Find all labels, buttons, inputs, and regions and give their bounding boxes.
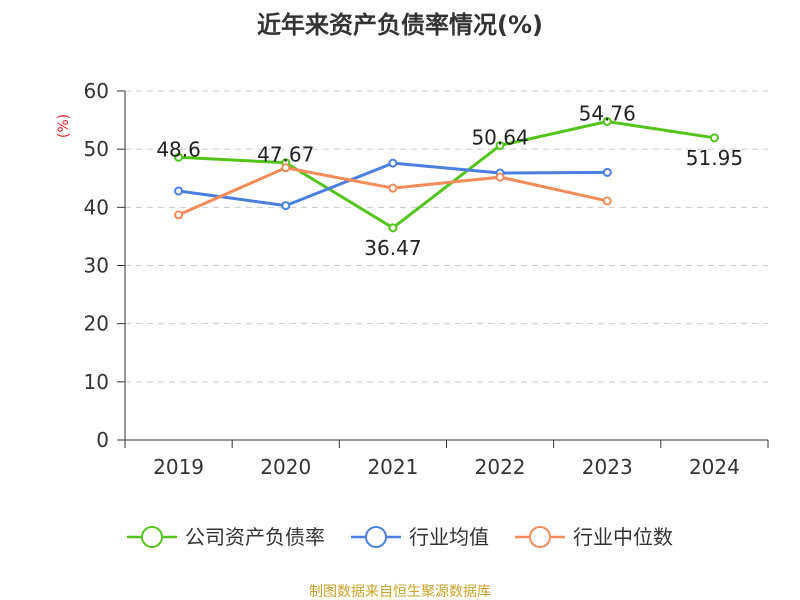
legend: 公司资产负债率 行业均值 行业中位数: [127, 525, 673, 549]
data-point: [174, 186, 184, 196]
data-point: [495, 140, 505, 150]
data-labels: 48.6 47.67 36.47 50.64 54.76 51.95: [156, 101, 743, 259]
x-tick-label: 2023: [582, 455, 633, 479]
data-point: [709, 133, 719, 143]
data-point: [174, 152, 184, 162]
data-point: [174, 210, 184, 220]
y-tick-label: 30: [84, 254, 109, 278]
y-tick-label: 20: [84, 312, 109, 336]
legend-item[interactable]: 行业中位数: [515, 525, 673, 549]
legend-circle-icon: [529, 526, 551, 548]
data-point: [388, 183, 398, 193]
data-point: [495, 172, 505, 182]
data-label: 48.6: [156, 137, 201, 161]
data-label: 51.95: [686, 146, 743, 170]
data-point: [388, 158, 398, 168]
x-tick-label: 2022: [475, 455, 526, 479]
axes: 0 10 20 30 40 50 60 2019 2020 2021 2022 2023 2024: [84, 79, 769, 479]
series-0: [174, 116, 719, 233]
y-tick-label: 0: [96, 428, 109, 452]
legend-label: 公司资产负债率: [185, 525, 325, 549]
data-point: [281, 201, 291, 211]
data-point: [602, 196, 612, 206]
data-label: 54.76: [579, 101, 636, 125]
y-axis-label: (%): [56, 114, 72, 138]
series-line: [178, 119, 715, 230]
grid-lines: [125, 90, 768, 383]
data-point: [281, 163, 291, 173]
y-tick-label: 40: [84, 195, 109, 219]
data-label: 36.47: [364, 236, 421, 260]
x-tick-label: 2021: [367, 455, 418, 479]
data-point: [602, 167, 612, 177]
y-tick-label: 60: [84, 79, 109, 103]
y-tick-label: 50: [84, 137, 109, 161]
legend-label: 行业中位数: [573, 525, 673, 549]
legend-label: 行业均值: [409, 525, 489, 549]
legend-item[interactable]: 行业均值: [351, 525, 489, 549]
series-2: [174, 163, 612, 220]
data-point: [388, 223, 398, 233]
series-layer: [174, 116, 719, 233]
x-tick-label: 2024: [689, 455, 740, 479]
x-tick-label: 2019: [153, 455, 204, 479]
data-label: 50.64: [471, 125, 528, 149]
legend-circle-icon: [365, 526, 387, 548]
y-tick-label: 10: [84, 370, 109, 394]
source-note: 制图数据来自恒生聚源数据库: [309, 584, 491, 600]
x-tick-label: 2020: [260, 455, 311, 479]
chart-title: 近年来资产负债率情况(%): [257, 11, 543, 39]
data-point: [602, 116, 612, 126]
legend-item[interactable]: 公司资产负债率: [127, 525, 325, 549]
legend-circle-icon: [141, 526, 163, 548]
data-label: 47.67: [257, 143, 314, 167]
